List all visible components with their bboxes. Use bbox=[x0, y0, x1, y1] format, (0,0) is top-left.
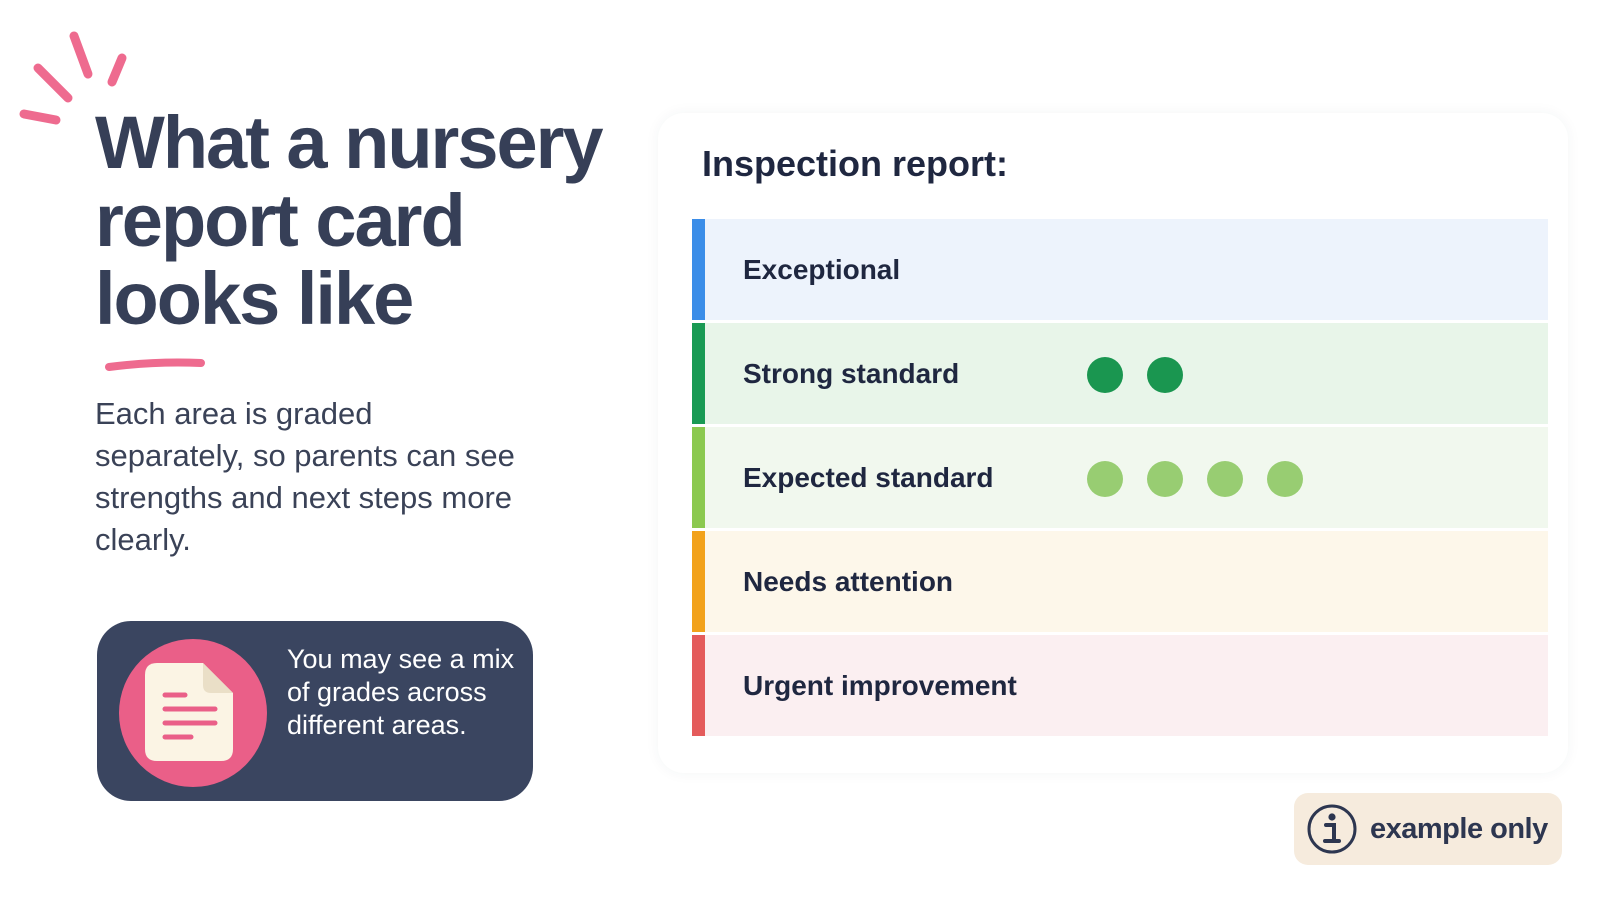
inspection-report-title: Inspection report: bbox=[702, 143, 1009, 184]
example-only-label: example only bbox=[1370, 813, 1548, 845]
sparkle-decoration bbox=[19, 31, 127, 125]
info-icon bbox=[1307, 804, 1357, 854]
grade-label: Needs attention bbox=[743, 566, 954, 597]
title-underline bbox=[105, 358, 205, 371]
document-icon bbox=[119, 639, 267, 787]
page-subtitle: Each area is graded separately, so paren… bbox=[95, 396, 515, 557]
grade-dots bbox=[1087, 461, 1303, 497]
example-only-badge: example only bbox=[1294, 793, 1562, 865]
grade-dot bbox=[1147, 461, 1183, 497]
grade-row-exceptional: Exceptional bbox=[692, 219, 1548, 320]
grade-label: Urgent improvement bbox=[743, 670, 1017, 701]
grade-row-urgent-improvement: Urgent improvement bbox=[692, 635, 1548, 736]
grade-row-needs-attention: Needs attention bbox=[692, 531, 1548, 632]
note-card: You may see a mix of grades across diffe… bbox=[97, 621, 533, 801]
grade-rows: Exceptional Strong standard Expected sta… bbox=[692, 219, 1548, 739]
inspection-report-panel: Inspection report: Exceptional Strong st… bbox=[658, 113, 1568, 773]
note-text: You may see a mix of grades across diffe… bbox=[287, 644, 515, 740]
grade-dot bbox=[1087, 357, 1123, 393]
grade-label: Exceptional bbox=[743, 254, 901, 285]
grade-row-expected-standard: Expected standard bbox=[692, 427, 1548, 528]
page-title: What a nursery report card looks like bbox=[95, 101, 604, 340]
grade-label: Strong standard bbox=[743, 358, 960, 389]
grade-dot bbox=[1207, 461, 1243, 497]
grade-dot bbox=[1147, 357, 1183, 393]
grade-dot bbox=[1087, 461, 1123, 497]
grade-dots bbox=[1087, 357, 1183, 393]
grade-row-strong-standard: Strong standard bbox=[692, 323, 1548, 424]
grade-label: Expected standard bbox=[743, 462, 994, 493]
grade-dot bbox=[1267, 461, 1303, 497]
